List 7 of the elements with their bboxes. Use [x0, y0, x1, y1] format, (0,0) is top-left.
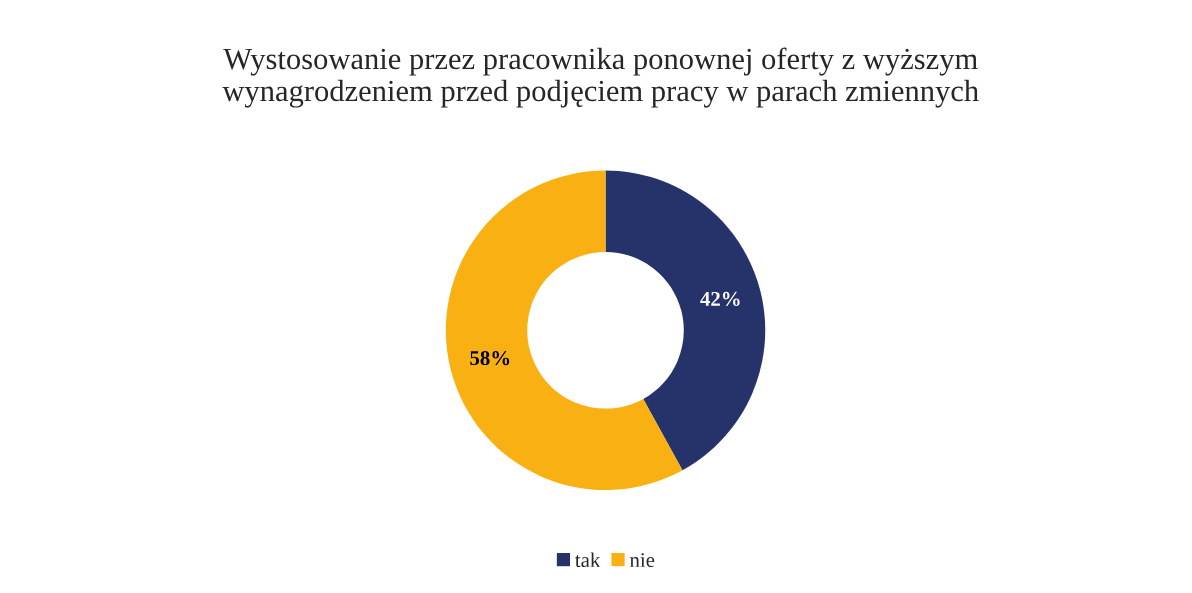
legend-label: tak — [575, 552, 601, 568]
donut-slice — [605, 170, 766, 471]
data-label: 42% — [700, 291, 740, 306]
chart-title: Wystosowanie przez pracownika ponownej oferty z wyższym wynagrodzeniem przed podjęciem pracy w parach zmiennych — [222, 47, 979, 108]
data-label: 58% — [470, 351, 510, 366]
donut-slice — [445, 170, 683, 491]
legend-label: nie — [629, 553, 655, 568]
